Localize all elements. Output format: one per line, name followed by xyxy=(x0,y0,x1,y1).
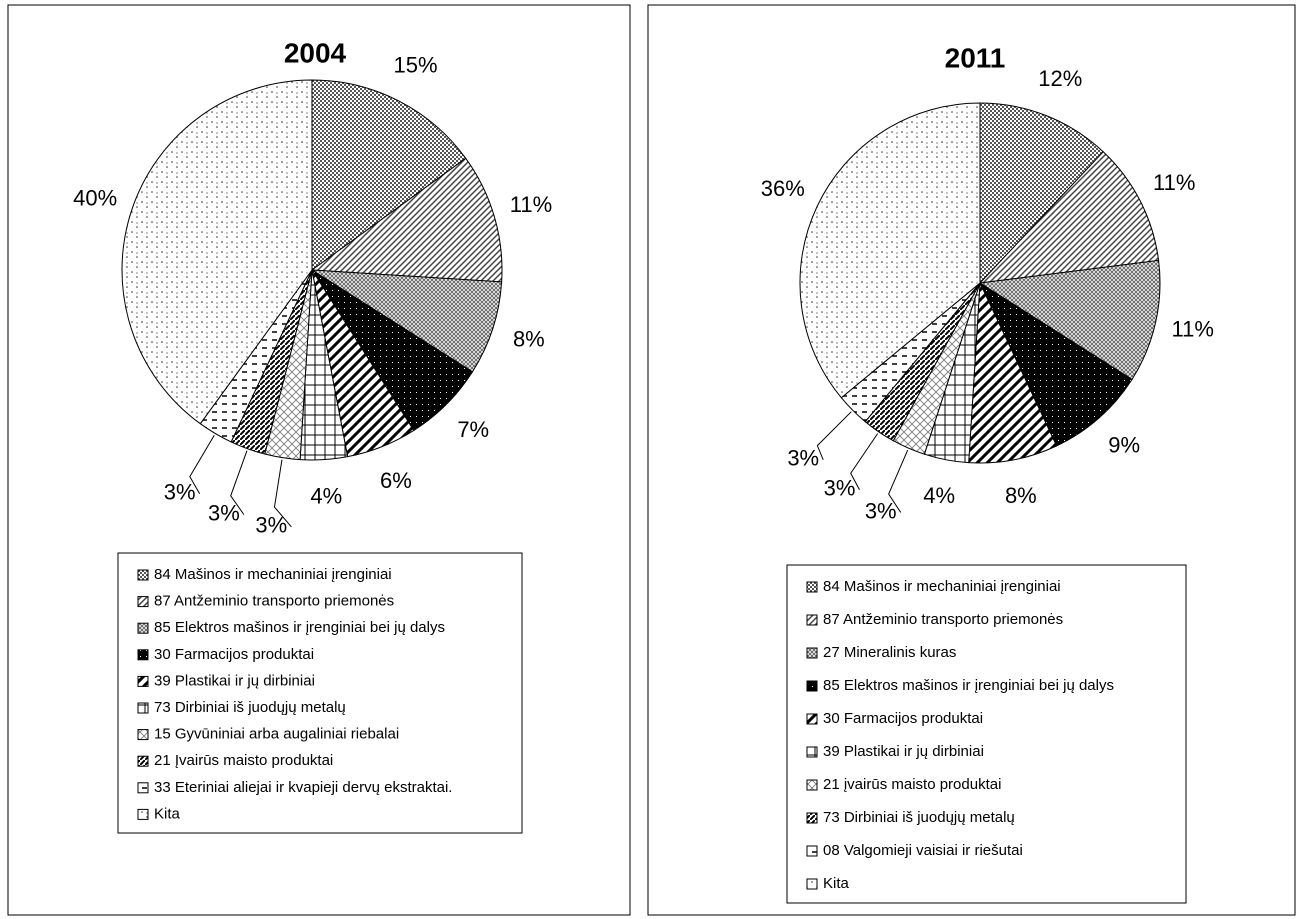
data-label: 40% xyxy=(73,185,117,210)
legend-swatch xyxy=(137,702,149,714)
legend-label: 84 Mašinos ir mechaniniai įrenginiai xyxy=(823,578,1061,595)
leader-line xyxy=(189,435,215,495)
legend-swatch xyxy=(137,755,149,767)
pie-slice xyxy=(978,151,1160,284)
legend-box xyxy=(117,552,523,834)
data-label: 12% xyxy=(1038,66,1082,91)
data-label: 3% xyxy=(824,476,856,501)
data-label: 4% xyxy=(923,483,955,508)
legend-label: 39 Plastikai ir jų dirbiniai xyxy=(154,672,315,689)
leader-line xyxy=(230,450,248,515)
legend-label: 30 Farmacijos produktai xyxy=(823,710,983,727)
legend-swatch xyxy=(137,675,149,687)
chart-title: 2011 xyxy=(945,42,1006,73)
legend-swatch xyxy=(137,649,149,661)
data-label: 3% xyxy=(865,498,897,523)
legend-label: 33 Eteriniai aliejai ir kvapieji dervų e… xyxy=(154,779,452,796)
chart-title: 2004 xyxy=(284,37,347,68)
leader-line xyxy=(816,411,852,460)
data-label: 9% xyxy=(1108,432,1140,457)
data-label: 6% xyxy=(380,468,412,493)
legend-label: 15 Gyvūniniai arba augaliniai riebalai xyxy=(154,726,399,743)
legend-swatch xyxy=(806,713,818,725)
data-label: 3% xyxy=(255,513,287,538)
legend-label: 27 Mineralinis kuras xyxy=(823,644,956,661)
data-label: 3% xyxy=(208,500,240,525)
legend-label: 84 Mašinos ir mechaniniai įrenginiai xyxy=(154,566,392,583)
data-label: 3% xyxy=(787,446,819,471)
data-label: 3% xyxy=(164,480,196,505)
data-label: 4% xyxy=(310,483,342,508)
pie-slice xyxy=(799,102,981,399)
data-label: 11% xyxy=(1153,170,1195,195)
pie-slice xyxy=(311,79,467,271)
data-label: 11% xyxy=(1172,316,1214,341)
legend-swatch xyxy=(806,581,818,593)
legend-swatch xyxy=(806,614,818,626)
legend-swatch xyxy=(806,812,818,824)
legend-swatch xyxy=(137,808,149,820)
legend-label: 08 Valgomieji vaisiai ir riešutai xyxy=(823,842,1023,859)
legend-label: 87 Antžeminio transporto priemonės xyxy=(154,593,394,610)
legend-label: 21 Įvairūs maisto produktai xyxy=(154,752,333,769)
legend-label: 85 Elektros mašinos ir įrenginiai bei jų… xyxy=(154,619,445,636)
legend-swatch xyxy=(137,782,149,794)
data-label: 8% xyxy=(1005,483,1037,508)
data-label: 15% xyxy=(393,53,437,78)
legend-swatch xyxy=(806,680,818,692)
data-label: 11% xyxy=(510,192,552,217)
pie-slice xyxy=(978,259,1161,381)
legend-swatch xyxy=(806,647,818,659)
legend-swatch xyxy=(137,729,149,741)
data-label: 36% xyxy=(761,176,805,201)
pie-slice xyxy=(968,282,1058,464)
legend-swatch xyxy=(806,779,818,791)
legend-swatch xyxy=(137,569,149,581)
legend-swatch xyxy=(806,845,818,857)
legend-swatch xyxy=(137,596,149,608)
data-label: 7% xyxy=(457,417,489,442)
leader-line xyxy=(850,433,879,491)
pie-slice xyxy=(979,102,1104,285)
legend-label: Kita xyxy=(823,875,850,892)
data-label: 8% xyxy=(513,326,545,351)
legend-label: 39 Plastikai ir jų dirbiniai xyxy=(823,743,984,760)
legend-box xyxy=(786,564,1187,904)
pie-slice xyxy=(311,269,503,373)
pie-slice xyxy=(978,281,1133,447)
pie-slice xyxy=(121,79,313,425)
leader-line xyxy=(273,459,292,528)
legend-label: 73 Dirbiniai iš juodųjų metalų xyxy=(154,699,346,716)
leader-line xyxy=(888,449,909,513)
legend-swatch xyxy=(806,746,818,758)
legend-label: 85 Elektros mašinos ir įrenginiai bei jų… xyxy=(823,677,1114,694)
pie-slice xyxy=(310,157,503,283)
legend-label: Kita xyxy=(154,805,181,822)
legend-swatch xyxy=(137,622,149,634)
legend-label: 21 įvairūs maisto produktai xyxy=(823,776,1001,793)
legend-label: 30 Farmacijos produktai xyxy=(154,646,314,663)
legend-swatch xyxy=(806,878,818,890)
legend-label: 87 Antžeminio transporto priemonės xyxy=(823,611,1063,628)
legend-label: 73 Dirbiniai iš juodųjų metalų xyxy=(823,809,1015,826)
